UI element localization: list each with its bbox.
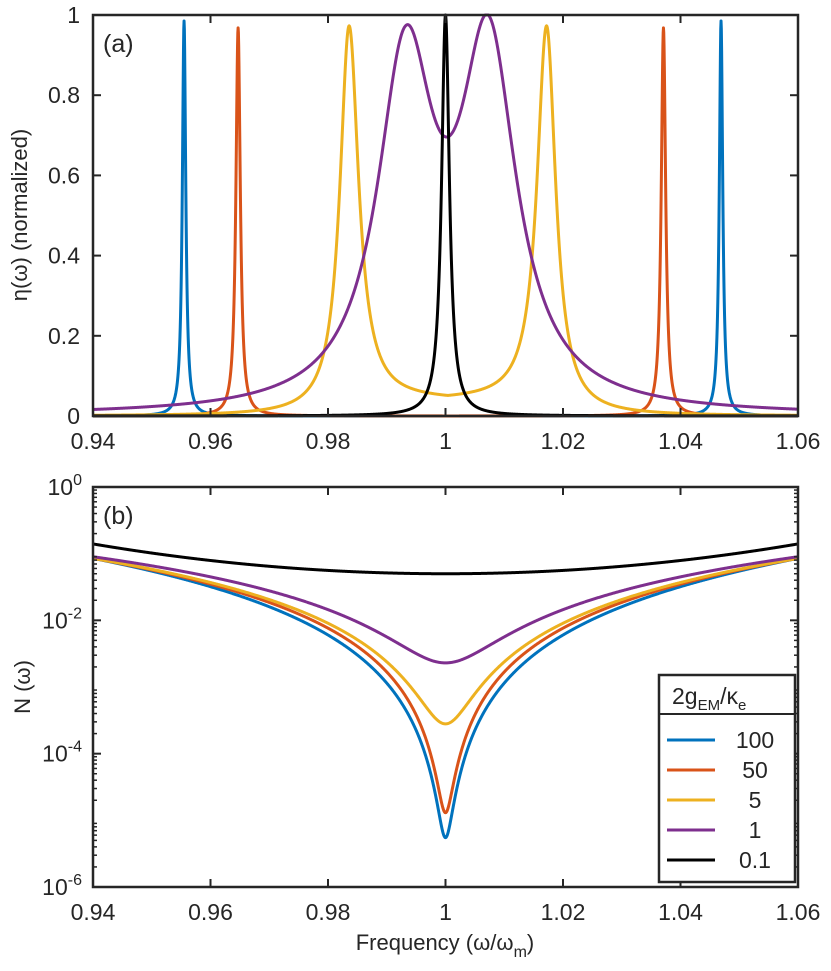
panel-b-ytick-label: 10-2: [42, 605, 82, 633]
panel-b-ytick-label: 10-6: [42, 872, 82, 900]
panel-a-series-0.1: [91, 13, 800, 418]
panel-a-ytick-label: 0.6: [48, 162, 80, 188]
panel-b-xtick-label: 0.94: [71, 899, 116, 925]
panel-b-frame: [91, 485, 800, 889]
panel-a-label: (a): [103, 30, 134, 58]
panel-a-series-5: [91, 24, 800, 417]
panel-a-ytick-label: 0.4: [48, 243, 80, 269]
panel-b-chart: 0.94 0.96 0.98 1 1.02 1.04 1.0610010-210-410-6…: [10, 472, 820, 961]
legend-title-slash: /κ: [720, 683, 738, 709]
legend-label-1: 1: [749, 817, 762, 843]
panel-b-series-0.1: [91, 542, 800, 576]
panel-b-xtick-label: 1: [439, 899, 452, 925]
panel-a-xtick-label: 1.06: [776, 428, 821, 454]
panel-a-xtick-label: 1.04: [658, 428, 703, 454]
panel-a-series-1: [91, 13, 800, 411]
panel-a-frame: [91, 13, 800, 418]
panel-a-ytick-label: 0.2: [48, 323, 80, 349]
ytick-exponent: -2: [68, 605, 82, 622]
panel-b-xtick-label: 1.06: [776, 899, 821, 925]
panel-b-ytick-label: 10-4: [42, 739, 82, 767]
legend-entries: 100 50 5 1 0.1: [667, 727, 774, 873]
panel-a-ticks: 0.94 0.96 0.98 1 1.02 1.04 1.06 0 0.2 0.4 0.6 0.8 1: [48, 2, 820, 454]
ytick-exponent: -4: [68, 739, 82, 756]
panel-a-xtick-label: 1.02: [541, 428, 586, 454]
panel-a-curves: [91, 13, 800, 418]
legend-label-5: 5: [749, 787, 762, 813]
panel-b-xtick-label: 0.98: [306, 899, 351, 925]
legend-label-0.1: 0.1: [739, 847, 771, 873]
panel-b-xtick-label: 1.04: [658, 899, 703, 925]
panel-b-series-100: [91, 556, 800, 840]
panel-a-series-100: [91, 19, 800, 418]
panel-b-curves: [91, 542, 800, 840]
legend-label-100: 100: [736, 727, 774, 753]
panel-b-series-5: [91, 556, 800, 726]
legend-title: 2gEM/κe: [672, 683, 746, 714]
legend-title-main: 2g: [672, 683, 698, 709]
panel-b-xtick-label: 1.02: [541, 899, 586, 925]
ytick-base: 10: [42, 607, 68, 633]
panel-b-label: (b): [103, 502, 134, 530]
panel-a-chart: 0.94 0.96 0.98 1 1.02 1.04 1.0600.20.40.60.81 …: [7, 2, 820, 454]
panel-a-ytick-label: 1: [67, 2, 80, 28]
xlabel-sub: m: [514, 944, 527, 961]
panel-a-ylabel: η(ω) (normalized): [7, 129, 32, 301]
panel-b-xlabel: Frequency (ω/ωm): [356, 930, 535, 961]
panel-b-series-50: [91, 556, 800, 815]
ytick-base: 10: [48, 474, 74, 500]
legend-title-sub2: e: [738, 697, 746, 714]
legend-title-sub: EM: [698, 697, 721, 714]
legend-label-50: 50: [742, 757, 768, 783]
panel-a-xtick-label: 0.98: [306, 428, 351, 454]
xlabel-close: ): [527, 930, 534, 955]
panel-a-xtick-label: 1: [439, 428, 452, 454]
ytick-base: 10: [42, 741, 68, 767]
panel-a-xtick-label: 0.96: [188, 428, 233, 454]
panel-a-ytick-label: 0.8: [48, 82, 80, 108]
ytick-base: 10: [42, 874, 68, 900]
panel-b-series-1: [91, 555, 800, 665]
panel-b-ytick-label: 100: [48, 472, 83, 500]
panel-b-xtick-label: 0.96: [188, 899, 233, 925]
xlabel-main: Frequency (ω/ω: [356, 930, 514, 955]
ytick-exponent: 0: [73, 472, 82, 489]
panel-a-xtick-label: 0.94: [71, 428, 116, 454]
legend: 2gEM/κe 100 50 5 1 0.1: [657, 673, 797, 884]
panel-a-ytick-label: 0: [67, 403, 80, 429]
legend-box: [657, 673, 797, 884]
panel-b-ylabel: N (ω): [10, 660, 35, 714]
panel-a-series-50: [91, 26, 800, 418]
ytick-exponent: -6: [68, 872, 82, 889]
